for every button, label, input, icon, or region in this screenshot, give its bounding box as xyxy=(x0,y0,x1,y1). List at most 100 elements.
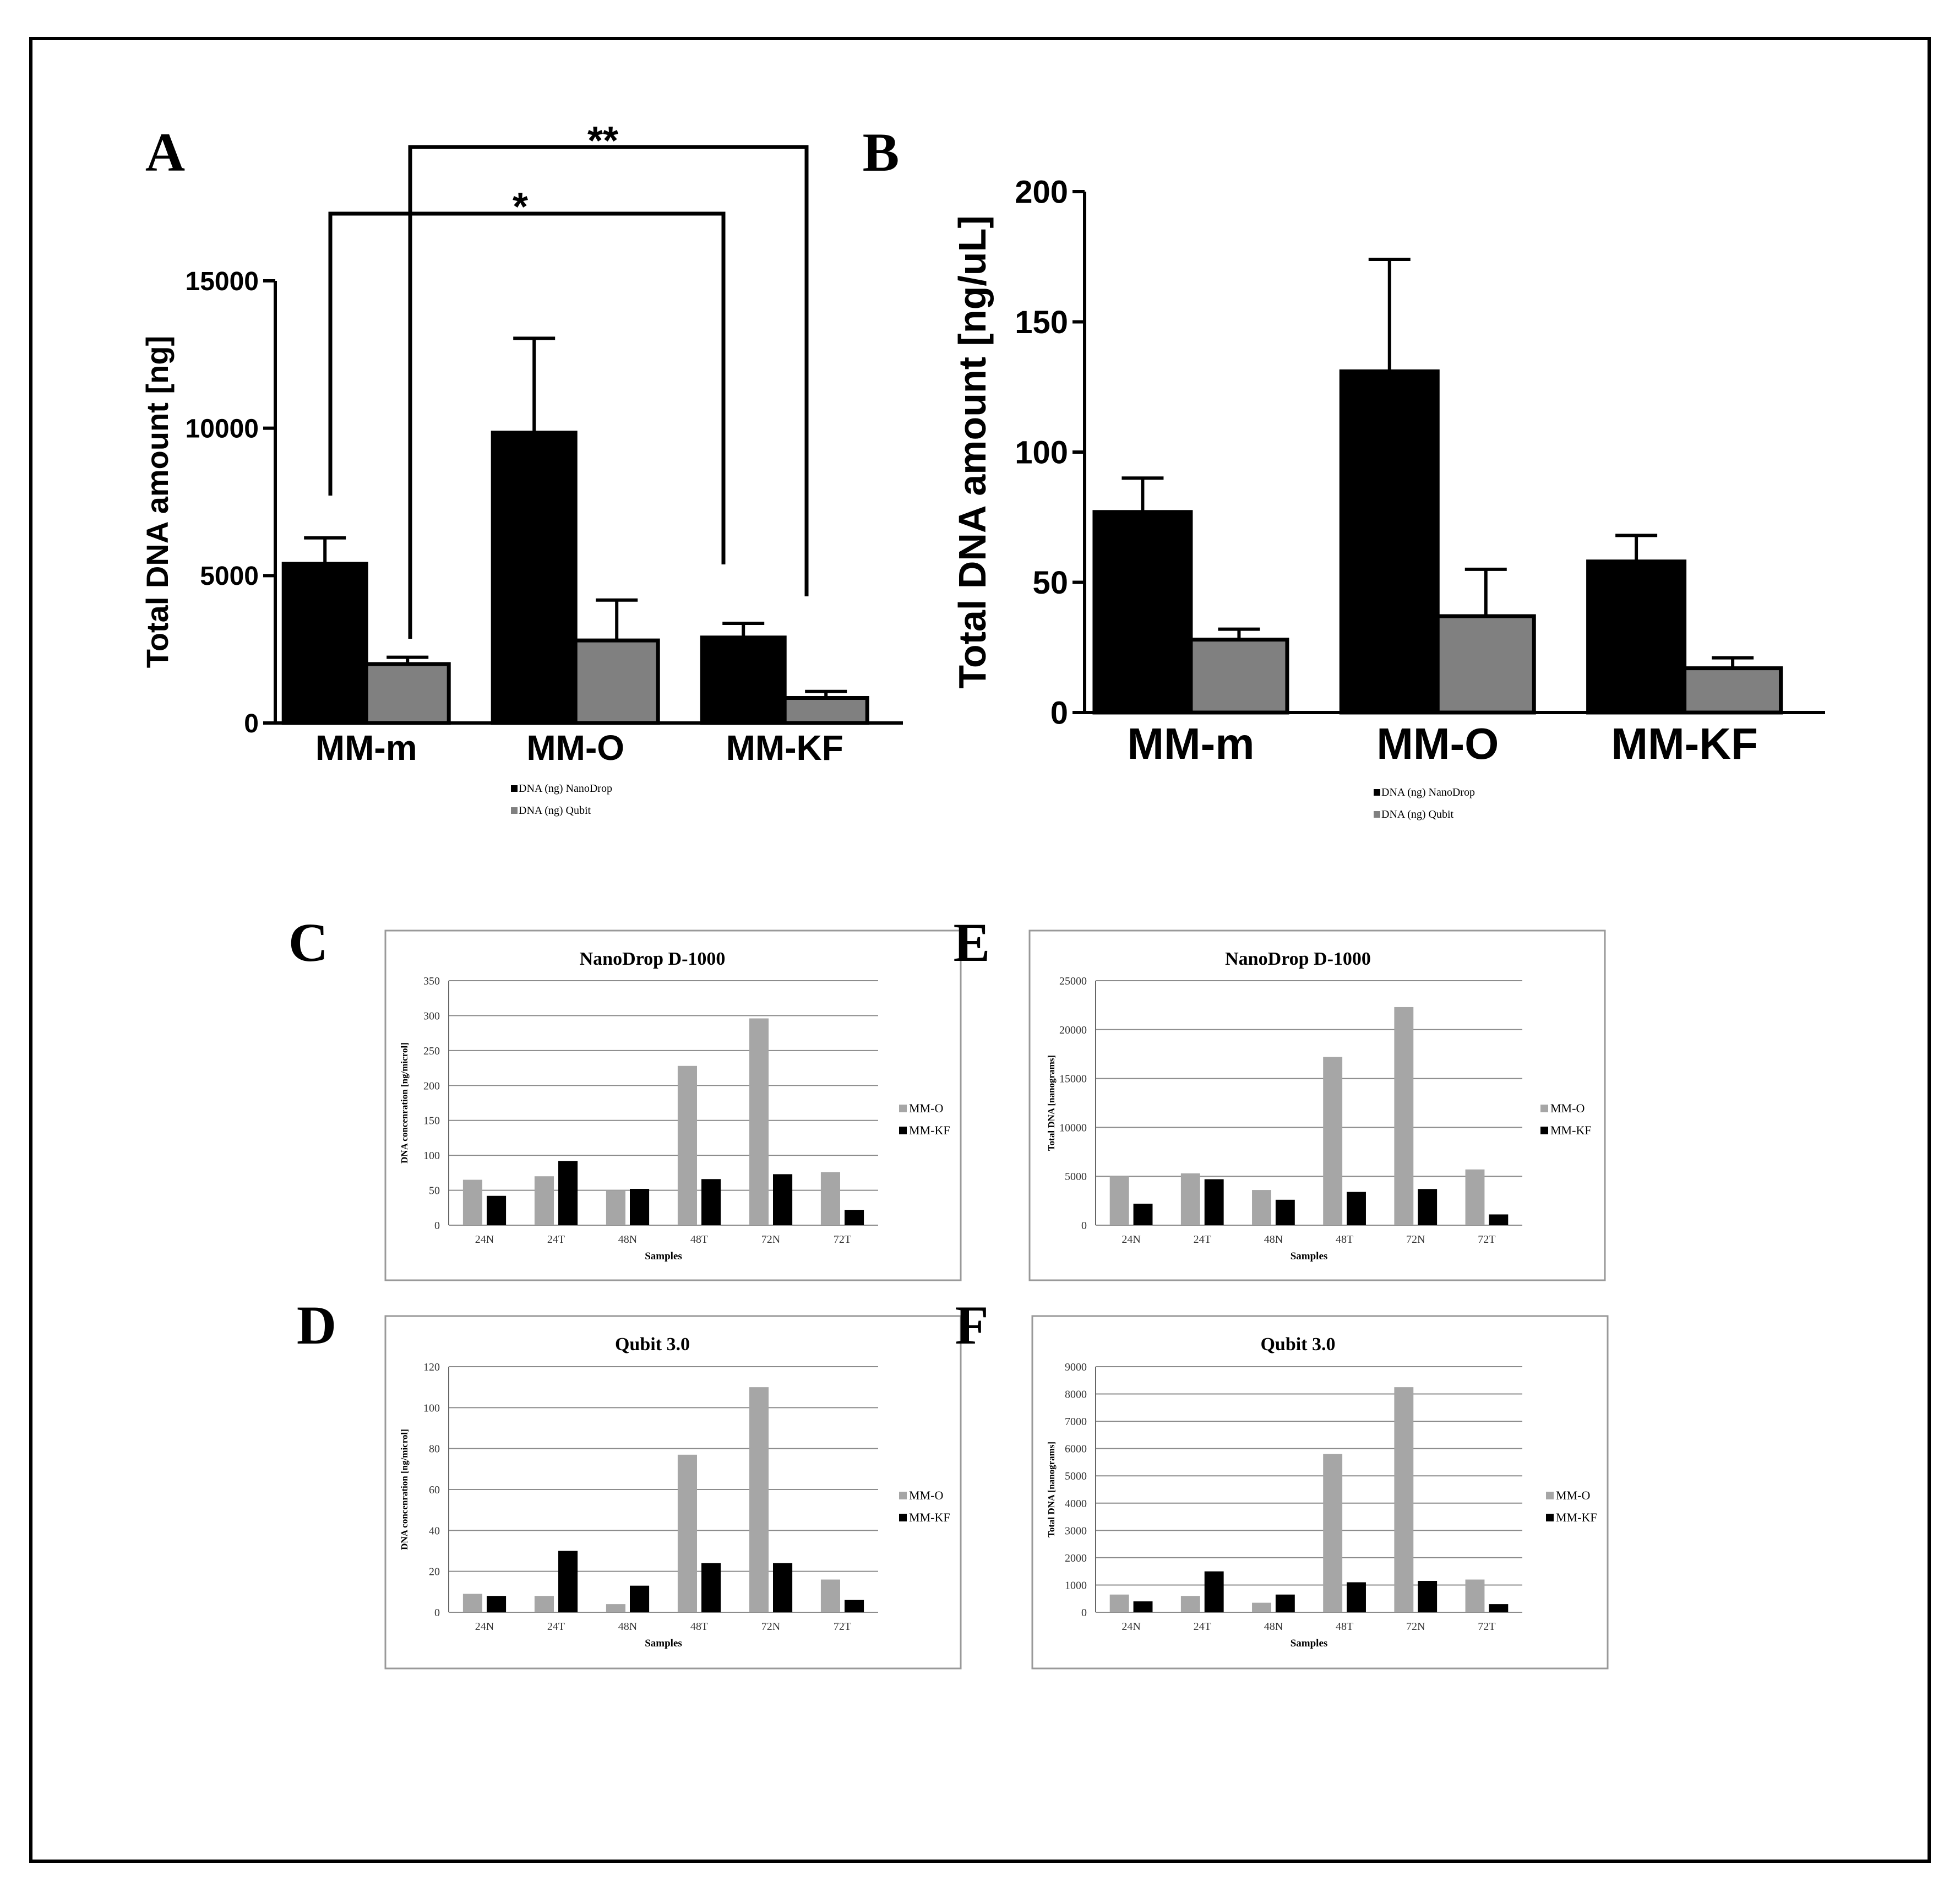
chart-border xyxy=(1031,1315,1609,1670)
legend-label: DNA (ng) Qubit xyxy=(1381,808,1454,820)
y-tick-label: 100 xyxy=(1015,434,1068,470)
bar xyxy=(487,1195,507,1225)
y-tick-label: 9000 xyxy=(1065,1361,1087,1373)
legend-swatch xyxy=(511,807,518,814)
y-tick-label: 40 xyxy=(429,1525,440,1537)
bar xyxy=(462,1179,482,1225)
x-category-label: 48T xyxy=(1336,1621,1353,1633)
legend-label: MM-KF xyxy=(909,1123,950,1137)
y-tick-label: 150 xyxy=(1015,305,1068,340)
y-tick-label: 250 xyxy=(423,1045,440,1057)
legend-label: DNA (ng) Qubit xyxy=(519,804,591,817)
y-axis-label: Total DNA [nanograms] xyxy=(1046,1442,1057,1537)
y-tick-label: 80 xyxy=(429,1443,440,1455)
panel-letter: B xyxy=(863,122,900,183)
y-tick-label: 150 xyxy=(423,1115,440,1127)
y-tick-label: 8000 xyxy=(1065,1389,1087,1401)
bar xyxy=(1109,1176,1129,1225)
bar xyxy=(1204,1571,1224,1612)
x-category-label: 48T xyxy=(1336,1233,1353,1246)
y-tick-label: 25000 xyxy=(1059,975,1087,987)
legend-swatch xyxy=(511,785,518,792)
significance-brackets: *** xyxy=(328,119,809,639)
legend-swatch xyxy=(899,1105,907,1112)
significance-label: * xyxy=(513,185,528,229)
significance-bracket xyxy=(408,145,809,639)
legend-label: DNA (ng) NanoDrop xyxy=(1381,786,1475,798)
y-tick-label: 60 xyxy=(429,1484,440,1496)
y-tick-label: 5000 xyxy=(200,562,259,591)
y-tick-label: 0 xyxy=(434,1220,440,1232)
y-axis-label: Total DNA amount [ng/uL] xyxy=(951,215,994,688)
panel-letter: F xyxy=(955,1295,988,1356)
bar xyxy=(701,1563,721,1612)
legend-label: MM-KF xyxy=(1556,1510,1597,1524)
bar xyxy=(1347,1192,1366,1225)
legend-swatch xyxy=(1374,811,1380,818)
legend-swatch xyxy=(899,1492,907,1499)
legend-label: MM-O xyxy=(909,1101,943,1115)
bar xyxy=(1418,1189,1438,1225)
y-tick-label: 50 xyxy=(429,1185,440,1197)
bar xyxy=(700,635,787,725)
x-axis-label: Samples xyxy=(645,1251,682,1262)
y-tick-label: 0 xyxy=(1081,1220,1087,1232)
x-category-label: 72N xyxy=(1406,1233,1425,1246)
panel-letter: C xyxy=(288,912,328,973)
y-tick-label: 15000 xyxy=(186,267,259,296)
panel-d: D 0 20 40 60 80 100 120 Qubit 3.0 DNA concenratio… xyxy=(297,1295,962,1670)
bar xyxy=(1586,559,1687,715)
x-category-label: 72T xyxy=(1478,1621,1495,1633)
panel-b: B 0 50 100 150 200 Total DNA amount [ng/uL] MM-… xyxy=(863,122,1825,820)
bar xyxy=(701,1179,721,1225)
x-category-label: 24N xyxy=(475,1233,494,1246)
bar xyxy=(1394,1387,1414,1612)
bar xyxy=(1394,1007,1414,1225)
bar xyxy=(782,695,869,725)
panel-letter: D xyxy=(297,1295,336,1356)
significance-bracket xyxy=(328,211,726,564)
y-tick-label: 300 xyxy=(423,1010,440,1022)
bar xyxy=(1252,1190,1271,1225)
bar xyxy=(606,1604,625,1612)
x-category-label: 24T xyxy=(1194,1621,1211,1633)
bar xyxy=(1489,1604,1509,1612)
bar xyxy=(573,638,660,725)
bar xyxy=(773,1174,793,1225)
bar xyxy=(1092,510,1193,715)
chart-border xyxy=(1028,929,1606,1281)
bar xyxy=(281,562,368,725)
bar xyxy=(1418,1581,1438,1612)
x-category-label: 48N xyxy=(1264,1621,1283,1633)
y-tick-label: 20 xyxy=(429,1566,440,1578)
y-axis-label: Total DNA amount [ng] xyxy=(140,336,175,668)
bar xyxy=(1465,1579,1485,1612)
bar xyxy=(1323,1454,1343,1612)
bar xyxy=(1435,614,1536,715)
panel-letter: E xyxy=(954,912,990,973)
y-tick-label: 100 xyxy=(423,1402,440,1414)
y-tick-label: 0 xyxy=(1081,1607,1087,1619)
x-category-label: 24N xyxy=(1121,1233,1140,1246)
panel-letter: A xyxy=(145,122,185,183)
bar xyxy=(364,662,451,725)
bar xyxy=(1323,1057,1343,1225)
bar xyxy=(606,1190,625,1225)
bar xyxy=(677,1454,697,1612)
y-tick-label: 4000 xyxy=(1065,1498,1087,1510)
legend-label: MM-KF xyxy=(909,1510,950,1524)
legend-swatch xyxy=(899,1127,907,1134)
y-tick-label: 20000 xyxy=(1059,1024,1087,1036)
x-category-label: 72T xyxy=(1478,1233,1495,1246)
x-category-label: MM-m xyxy=(1127,719,1254,768)
x-category-label: 48N xyxy=(1264,1233,1283,1246)
y-tick-label: 100 xyxy=(423,1150,440,1162)
legend-swatch xyxy=(899,1514,907,1521)
legend-label: MM-O xyxy=(1550,1101,1585,1115)
legend-label: MM-O xyxy=(909,1488,943,1502)
bar xyxy=(1347,1582,1366,1612)
y-tick-label: 7000 xyxy=(1065,1416,1087,1428)
legend-swatch xyxy=(1540,1127,1548,1134)
bar xyxy=(773,1563,793,1612)
y-tick-label: 0 xyxy=(434,1607,440,1619)
